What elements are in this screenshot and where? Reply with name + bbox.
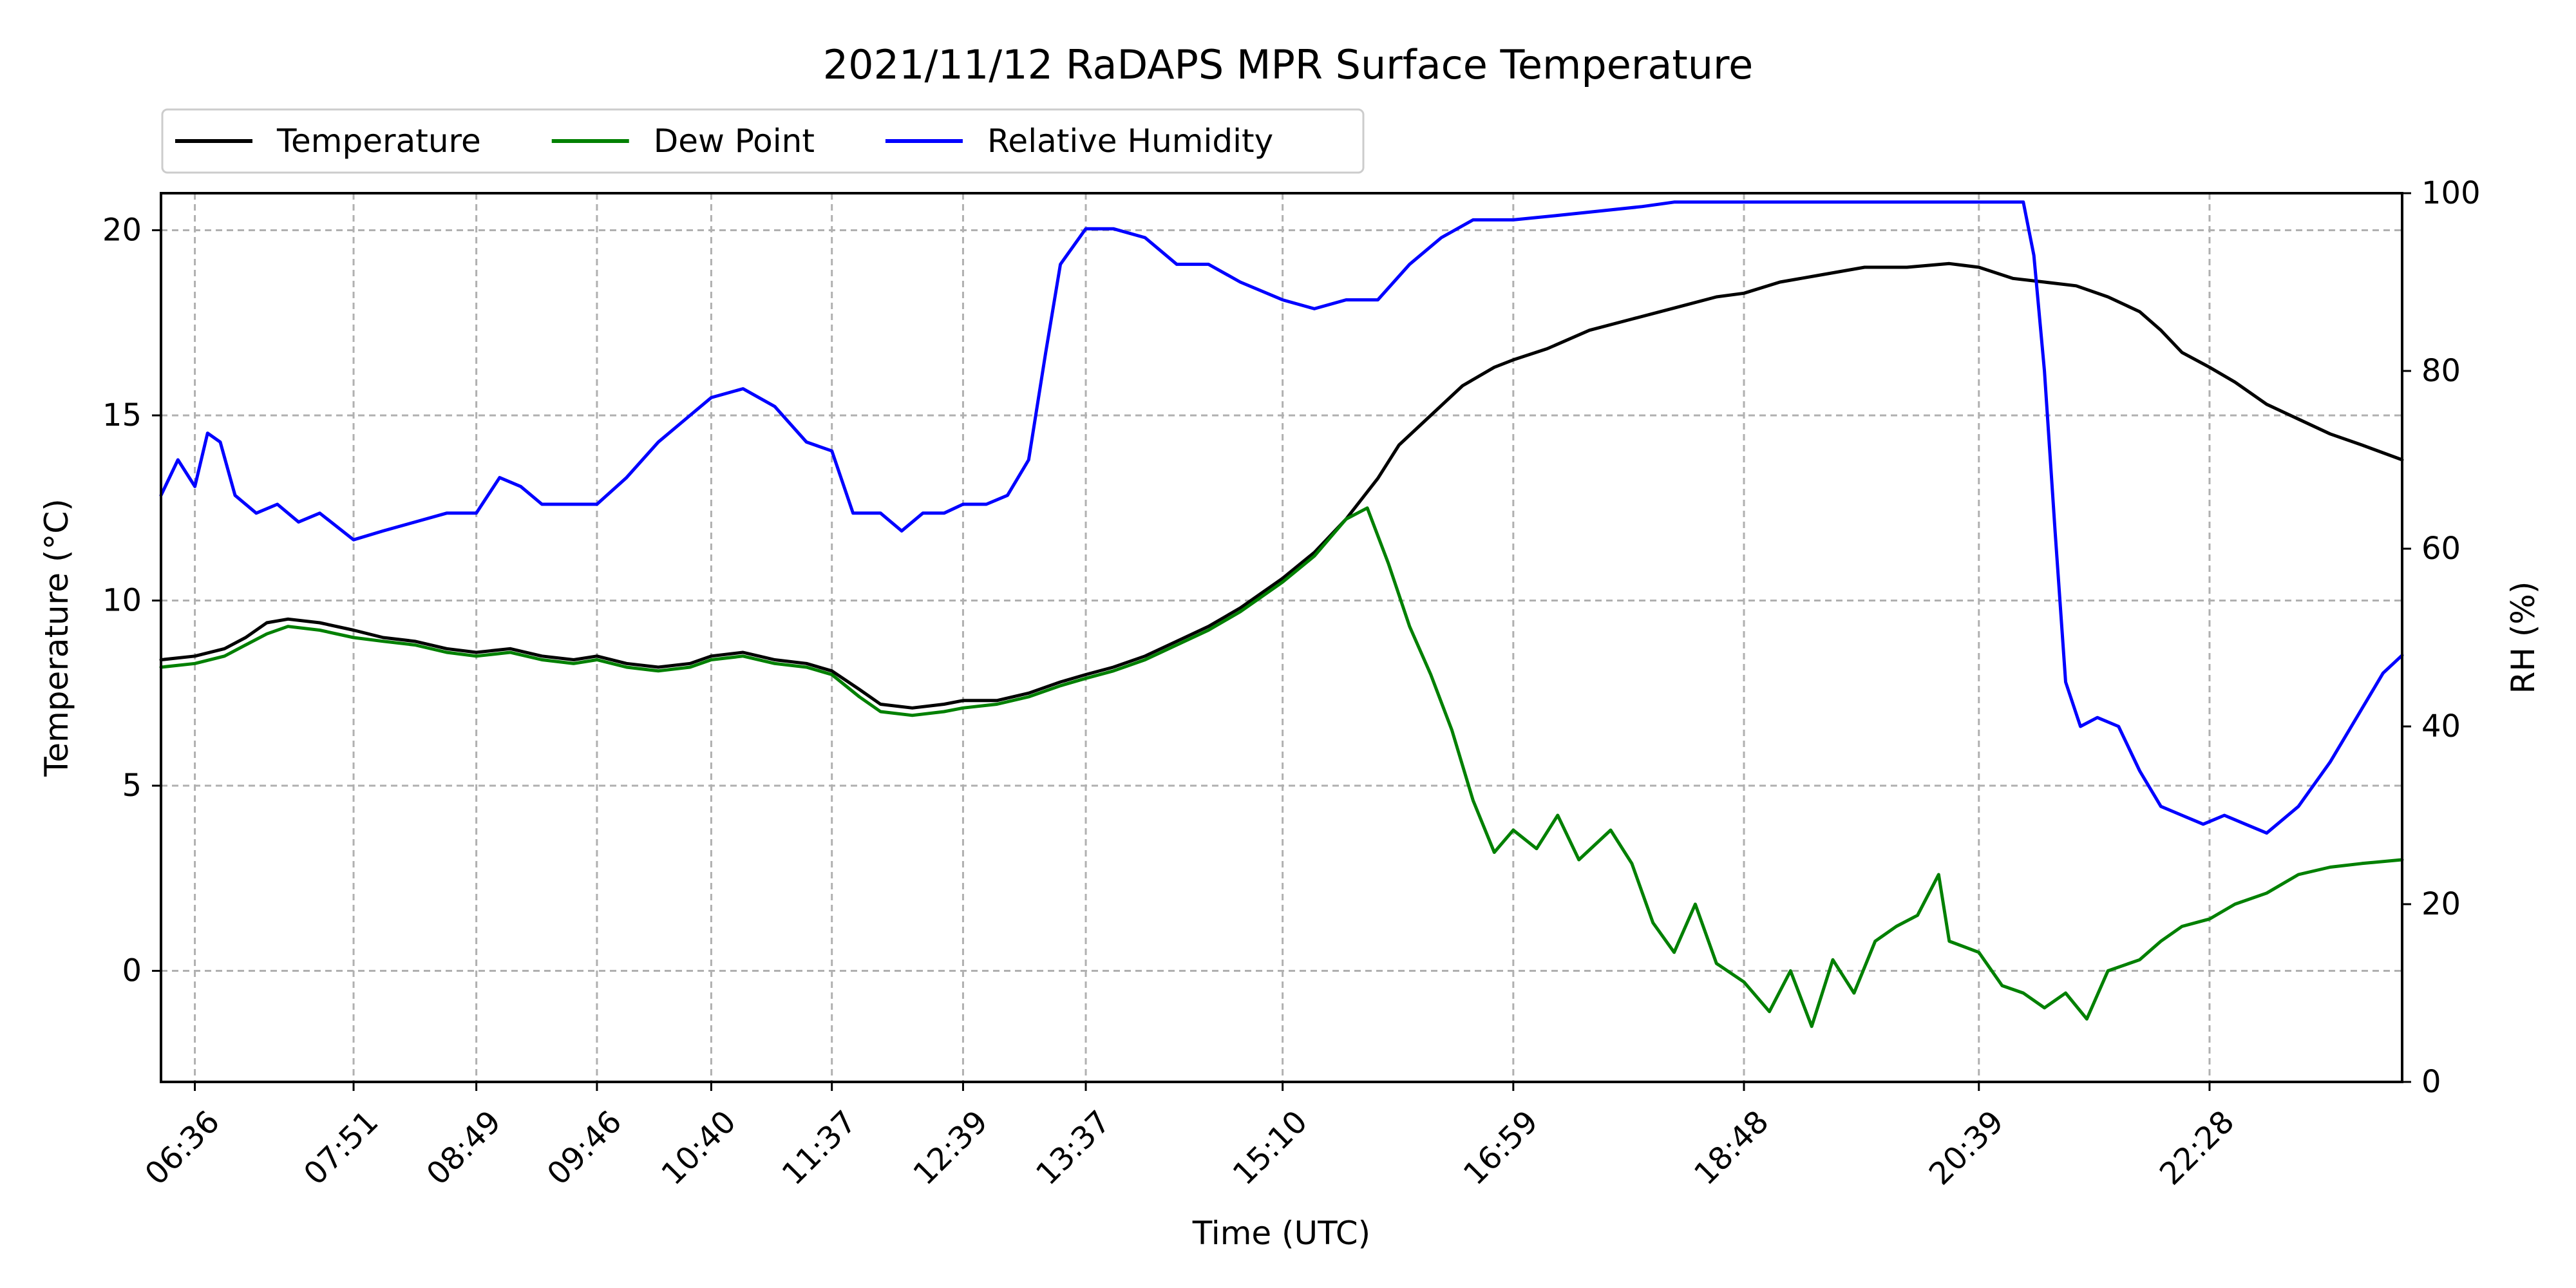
chart-title: 2021/11/12 RaDAPS MPR Surface Temperatur… xyxy=(823,41,1754,88)
plot-series xyxy=(159,200,2404,1028)
legend: Temperature Dew Point Relative Humidity xyxy=(161,108,1365,174)
series-line-dew-point xyxy=(159,506,2404,1028)
plot-frame xyxy=(160,192,2403,1083)
y-tick-label-left: 20 xyxy=(102,213,142,249)
legend-label: Temperature xyxy=(276,122,481,160)
y-tick-label-left: 0 xyxy=(122,953,142,989)
series-line-relative-humidity xyxy=(159,200,2404,835)
y-tick-label-left: 5 xyxy=(122,768,142,804)
y-axis-label-right: RH (%) xyxy=(2505,582,2542,694)
y-tick-label-left: 10 xyxy=(102,583,142,619)
y-tick-label-right: 60 xyxy=(2421,531,2461,567)
y-tick-label-right: 40 xyxy=(2421,708,2461,744)
legend-item-dew-point: Dew Point xyxy=(551,122,815,160)
y-tick-label-right: 20 xyxy=(2421,886,2461,922)
legend-item-temperature: Temperature xyxy=(175,122,481,160)
x-axis-label: Time (UTC) xyxy=(1192,1215,1370,1252)
legend-item-relative-humidity: Relative Humidity xyxy=(885,122,1273,160)
legend-box xyxy=(161,108,1365,174)
y-tick-label-right: 80 xyxy=(2421,353,2461,389)
y-axis-label-left: Temperature (°C) xyxy=(38,498,75,777)
series-line-temperature xyxy=(159,261,2404,710)
legend-label: Relative Humidity xyxy=(987,122,1273,160)
y-tick-label-left: 15 xyxy=(102,397,142,433)
y-tick-label-right: 0 xyxy=(2421,1064,2441,1100)
y-tick-label-right: 100 xyxy=(2421,175,2481,211)
legend-label: Dew Point xyxy=(654,122,815,160)
